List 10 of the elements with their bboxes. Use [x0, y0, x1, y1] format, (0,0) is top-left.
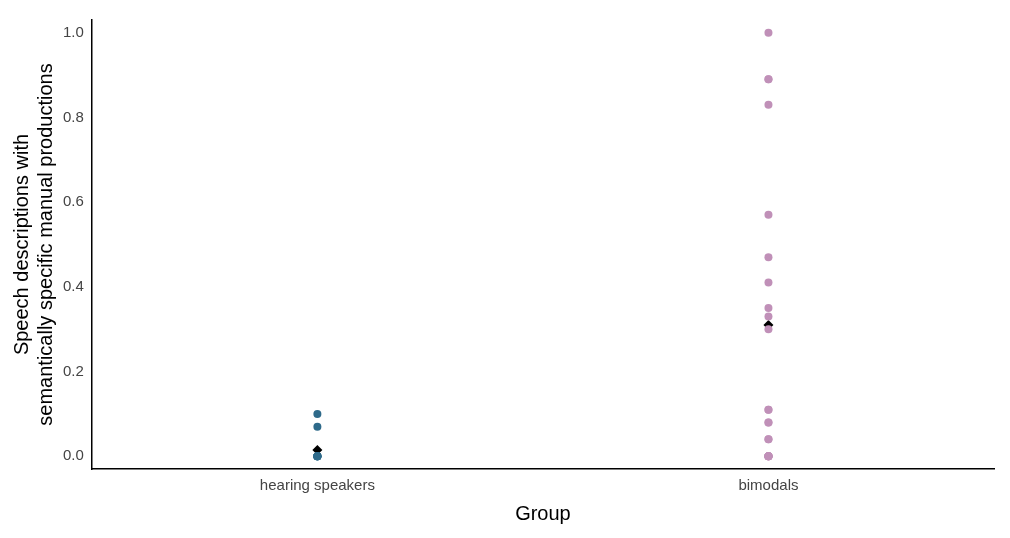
y-tick-label: 0.8: [62, 107, 84, 125]
x-tick-label: hearing speakers: [259, 476, 375, 494]
y-tick-label: 0.0: [62, 446, 84, 464]
y-tick-label: 0.2: [62, 361, 84, 379]
y-tick-label: 0.4: [62, 277, 84, 294]
x-tick-label: bimodals: [738, 476, 799, 494]
y-tick-label: 1.0: [62, 22, 84, 40]
y-axis-title: Speech descriptions with semantically specific manual productions: [9, 63, 56, 426]
y-tick-label: 0.6: [62, 192, 84, 210]
x-axis-title: Group: [515, 501, 571, 524]
